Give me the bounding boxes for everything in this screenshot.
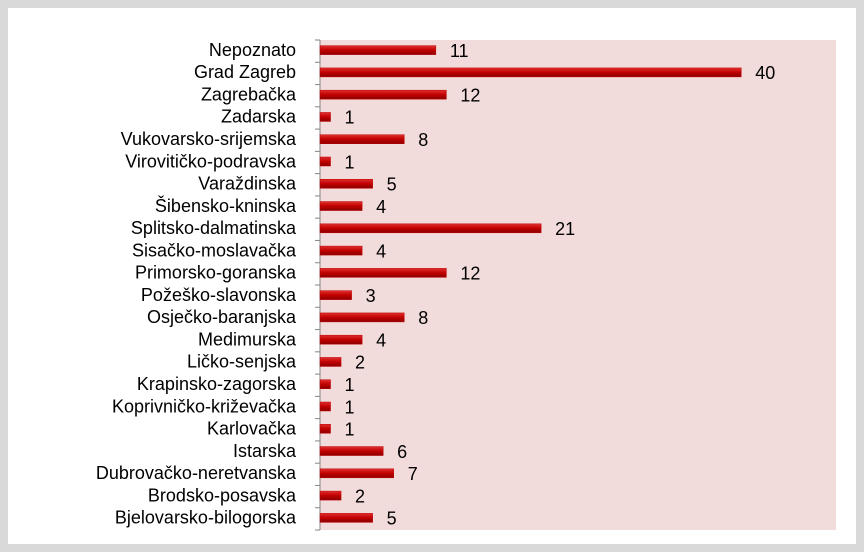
bar — [319, 490, 342, 501]
y-tick-label: Sisačko-moslavačka — [132, 240, 297, 260]
value-label: 7 — [408, 464, 418, 484]
y-tick-label: Vukovarsko-srijemska — [121, 129, 297, 149]
value-label: 8 — [418, 130, 428, 150]
y-tick-label: Grad Zagreb — [194, 62, 296, 82]
bar — [319, 446, 384, 456]
y-tick-label: Zadarska — [221, 107, 297, 127]
y-tick-label: Krapinsko-zagorska — [137, 374, 297, 394]
value-label: 4 — [376, 241, 386, 261]
bar — [319, 223, 542, 234]
bar — [319, 379, 331, 389]
bar — [319, 513, 373, 523]
y-tick-label: Brodsko-posavska — [148, 485, 297, 505]
y-tick-label: Virovitičko-podravska — [125, 151, 297, 171]
y-tick-label: Medimurska — [198, 329, 297, 349]
value-label: 5 — [387, 509, 397, 529]
bar — [319, 357, 342, 367]
y-tick-label: Istarska — [233, 441, 297, 461]
value-label: 1 — [345, 420, 355, 440]
bar — [319, 424, 331, 434]
y-tick-label: Varaždinska — [198, 174, 297, 194]
y-tick-label: Ličko-senjska — [187, 352, 297, 372]
bar — [319, 245, 363, 256]
y-tick-label: Šibensko-kninska — [155, 195, 297, 216]
bar — [319, 179, 373, 189]
bar — [319, 134, 405, 144]
bar — [319, 156, 331, 167]
value-label: 1 — [345, 397, 355, 417]
value-label: 12 — [460, 85, 480, 105]
y-tick-label: Koprivničko-križevačka — [112, 396, 297, 416]
y-tick-label: Požeško-slavonska — [141, 285, 297, 305]
bar — [319, 401, 331, 412]
y-tick-label: Karlovačka — [207, 419, 297, 439]
bar — [319, 45, 437, 55]
value-label: 2 — [355, 353, 365, 373]
value-label: 12 — [460, 264, 480, 284]
y-tick-label: Bjelovarsko-bilogorska — [115, 508, 297, 528]
bar — [319, 268, 447, 278]
bar — [319, 67, 742, 78]
bar — [319, 201, 363, 211]
y-tick-label: Splitsko-dalmatinska — [131, 218, 297, 238]
value-label: 40 — [755, 63, 775, 83]
bar — [319, 89, 447, 100]
value-label: 11 — [450, 41, 469, 61]
bar — [319, 468, 394, 479]
value-label: 4 — [376, 197, 386, 217]
bar — [319, 334, 363, 345]
value-label: 1 — [345, 108, 355, 128]
value-label: 8 — [418, 308, 428, 328]
value-label: 21 — [555, 219, 575, 239]
bar — [319, 290, 352, 300]
value-label: 4 — [376, 330, 386, 350]
y-tick-label: Primorsko-goranska — [135, 263, 297, 283]
plot-area — [320, 40, 836, 530]
y-tick-label: Dubrovačko-neretvanska — [96, 463, 297, 483]
value-label: 2 — [355, 486, 365, 506]
bar — [319, 312, 405, 323]
value-label: 1 — [345, 152, 355, 172]
y-tick-label: Osječko-baranjska — [147, 307, 297, 327]
value-label: 5 — [387, 175, 397, 195]
value-label: 3 — [366, 286, 376, 306]
y-tick-label: Nepoznato — [209, 40, 296, 60]
y-tick-label: Zagrebačka — [201, 84, 297, 104]
value-label: 6 — [397, 442, 407, 462]
value-label: 1 — [345, 375, 355, 395]
bar — [319, 112, 331, 122]
